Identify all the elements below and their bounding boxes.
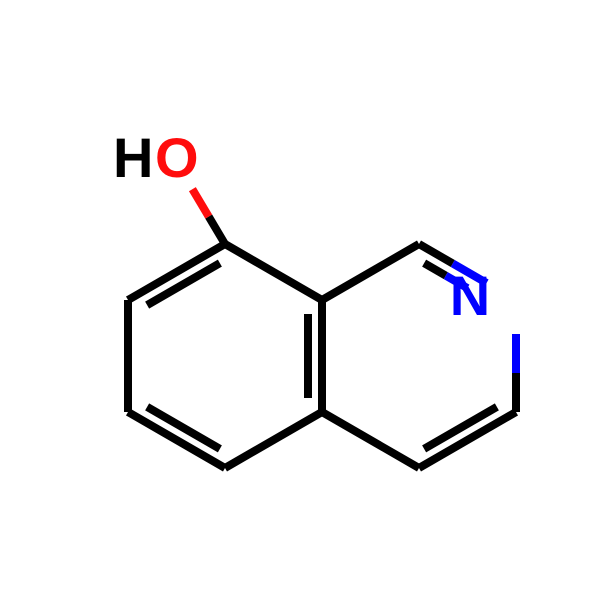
molecule-diagram: HO N xyxy=(0,0,600,600)
label-N: N xyxy=(450,264,490,327)
label-H: H xyxy=(113,126,153,189)
label-O: O xyxy=(155,126,199,189)
